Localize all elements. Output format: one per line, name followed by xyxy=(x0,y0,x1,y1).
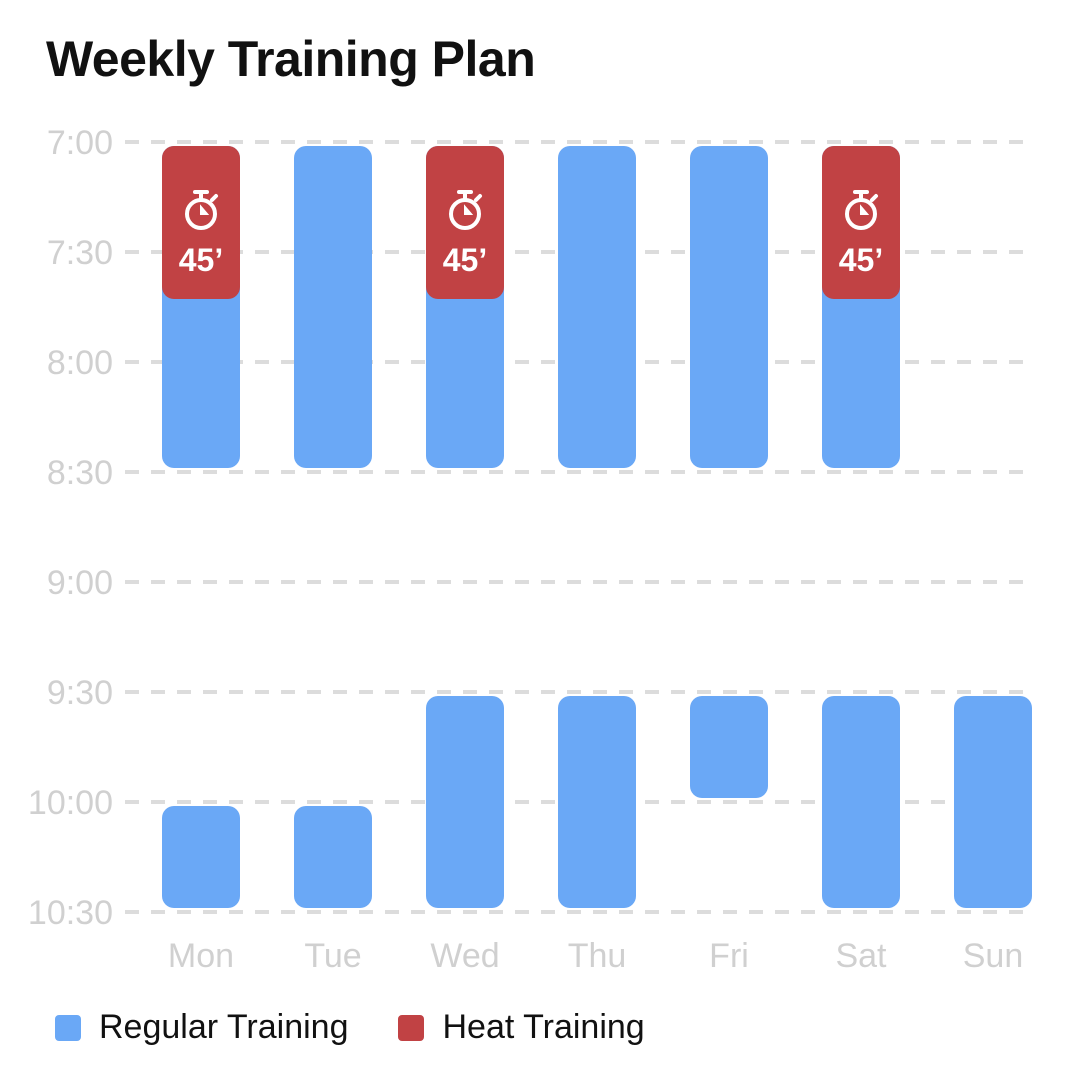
heat-duration-label: 45’ xyxy=(179,242,223,278)
y-tick-label: 10:30 xyxy=(28,894,113,932)
regular-training-bar xyxy=(954,696,1032,908)
heat-duration-label: 45’ xyxy=(443,242,487,278)
y-tick-label: 10:00 xyxy=(28,784,113,822)
legend-swatch-regular xyxy=(55,1014,81,1041)
y-tick-label: 9:00 xyxy=(47,564,113,602)
regular-training-bar xyxy=(822,696,900,908)
x-tick-label: Mon xyxy=(168,937,234,975)
regular-training-bar xyxy=(558,696,636,908)
legend-label-heat: Heat Training xyxy=(442,1008,645,1046)
x-tick-label: Fri xyxy=(709,937,749,975)
regular-training-bar xyxy=(690,146,768,468)
y-tick-label: 7:00 xyxy=(47,124,113,162)
heat-training-bar xyxy=(426,146,504,299)
regular-training-bar xyxy=(294,146,372,468)
training-chart: 7:00 7:30 8:00 8:30 9:00 9:30 10:00 10:30 Mon Tue… xyxy=(28,124,1032,975)
regular-training-bar xyxy=(294,806,372,908)
regular-training-bar xyxy=(426,696,504,908)
x-tick-label: Thu xyxy=(568,937,627,975)
heat-duration-label: 45’ xyxy=(839,242,883,278)
heat-training-bar xyxy=(822,146,900,299)
x-tick-label: Tue xyxy=(304,937,361,975)
y-tick-label: 7:30 xyxy=(47,234,113,272)
stopwatch-icon xyxy=(845,190,878,230)
legend: Regular Training Heat Training xyxy=(55,1008,645,1047)
y-tick-label: 8:00 xyxy=(47,344,113,382)
x-tick-label: Sat xyxy=(835,937,887,975)
stopwatch-icon xyxy=(449,190,482,230)
legend-item-regular: Regular Training xyxy=(55,1008,348,1047)
x-tick-label: Sun xyxy=(963,937,1024,975)
y-tick-label: 8:30 xyxy=(47,454,113,492)
stopwatch-icon xyxy=(185,190,218,230)
legend-swatch-heat xyxy=(398,1014,425,1041)
x-tick-label: Wed xyxy=(430,937,499,975)
regular-training-bar xyxy=(162,806,240,908)
regular-training-bar xyxy=(558,146,636,468)
y-tick-label: 9:30 xyxy=(47,674,113,712)
legend-item-heat: Heat Training xyxy=(398,1008,645,1047)
regular-training-bar xyxy=(690,696,768,798)
legend-label-regular: Regular Training xyxy=(99,1008,349,1046)
heat-training-bar xyxy=(162,146,240,299)
chart-title: Weekly Training Plan xyxy=(46,31,536,87)
